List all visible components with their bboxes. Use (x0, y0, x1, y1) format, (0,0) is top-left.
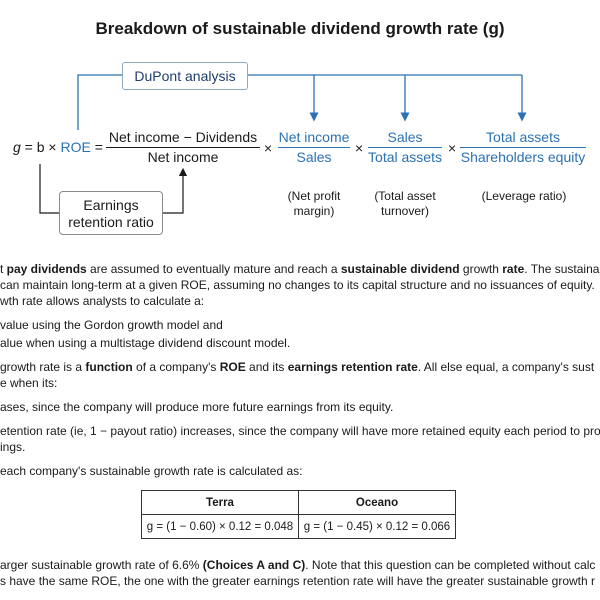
dupont-left-line (77, 74, 122, 130)
total-asset-turnover-note: (Total asset turnover) (374, 189, 436, 218)
roe-term: ROE (60, 139, 91, 155)
bullet-line-4: etention rate (ie, 1 − payout ratio) inc… (0, 424, 600, 438)
frac1-denominator: Net income (147, 149, 219, 165)
frac3-bar (368, 147, 442, 148)
bullet-line-1: value using the Gordon growth model and (0, 318, 223, 332)
paragraph-line-5: e when its: (0, 376, 58, 390)
paragraph-line-8: s have the same ROE, the one with the gr… (0, 574, 595, 588)
paragraph-line-6: each company's sustainable growth rate i… (0, 464, 303, 478)
growth-rate-table: Terra Oceano g = (1 − 0.60) × 0.12 = 0.0… (141, 490, 456, 539)
dupont-analysis-box: DuPont analysis (122, 62, 248, 90)
frac4-numerator: Total assets (486, 129, 560, 145)
bullet-line-5: ings. (0, 440, 26, 454)
retention-label-line2: retention ratio (68, 214, 154, 230)
table-header-oceano: Oceano (298, 490, 456, 515)
leverage-ratio-note: (Leverage ratio) (481, 189, 567, 203)
table-header-row: Terra Oceano (141, 490, 456, 515)
frac3-numerator: Sales (387, 129, 423, 145)
frac2-denominator: Sales (296, 149, 332, 165)
paragraph-line-4: growth rate is a function of a company's… (0, 360, 595, 374)
frac1-numerator: Net income − Dividends (108, 129, 258, 145)
bullet-line-3: ases, since the company will produce mor… (0, 400, 394, 414)
frac3-denominator: Total assets (368, 149, 442, 165)
retention-left-line (39, 164, 59, 214)
paragraph-line-7: arger sustainable growth rate of 6.6% (C… (0, 558, 596, 572)
table-row: g = (1 − 0.60) × 0.12 = 0.048 g = (1 − 0… (141, 514, 456, 539)
times-1: × (264, 140, 273, 156)
frac1-bar (106, 147, 260, 148)
times-2: × (355, 140, 364, 156)
net-profit-margin-note: (Net profit margin) (287, 189, 341, 218)
times-3: × (448, 140, 457, 156)
retention-label-line1: Earnings (83, 197, 139, 213)
figure-title: Breakdown of sustainable dividend growth… (95, 19, 505, 38)
table-header-terra: Terra (141, 490, 299, 515)
paragraph-line-1: t pay dividends are assumed to eventuall… (0, 262, 600, 276)
frac4-bar (460, 147, 586, 148)
frac4-denominator: Shareholders equity (460, 149, 586, 165)
equation-lhs: g = b × ROE = (13, 139, 103, 155)
paragraph-line-3: wth rate allows analysts to calculate a: (0, 294, 205, 308)
retention-right-line (163, 167, 188, 214)
frac2-numerator: Net income (278, 129, 350, 145)
frac2-bar (278, 147, 350, 148)
bullet-line-2: alue when using a multistage dividend di… (0, 336, 291, 350)
table-cell-terra: g = (1 − 0.60) × 0.12 = 0.048 (141, 514, 299, 539)
table-cell-oceano: g = (1 − 0.45) × 0.12 = 0.066 (298, 514, 456, 539)
earnings-retention-box: Earnings retention ratio (59, 191, 163, 235)
paragraph-line-2: can maintain long-term at a given ROE, a… (0, 278, 595, 292)
